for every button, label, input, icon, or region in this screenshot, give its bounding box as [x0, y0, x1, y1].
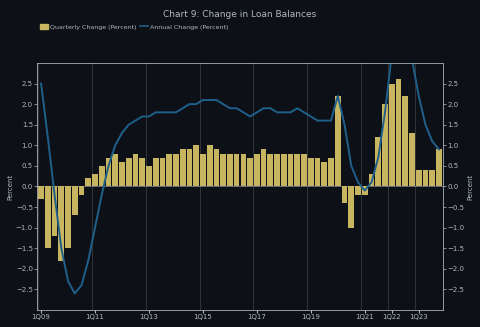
Bar	[267, 153, 273, 186]
Bar	[355, 186, 361, 195]
Bar	[207, 145, 213, 186]
Bar	[52, 186, 58, 236]
Bar	[416, 170, 421, 186]
Bar	[315, 158, 321, 186]
Bar	[274, 153, 280, 186]
Bar	[159, 158, 165, 186]
Bar	[422, 170, 428, 186]
Y-axis label: Percent: Percent	[7, 173, 13, 199]
Bar	[294, 153, 300, 186]
Bar	[234, 153, 240, 186]
Bar	[139, 158, 145, 186]
Bar	[153, 158, 158, 186]
Bar	[396, 79, 401, 186]
Bar	[254, 153, 260, 186]
Bar	[281, 153, 287, 186]
Bar	[220, 153, 226, 186]
Bar	[59, 186, 64, 261]
Text: Chart 9: Change in Loan Balances: Chart 9: Change in Loan Balances	[163, 10, 317, 19]
Bar	[126, 158, 132, 186]
Bar	[375, 137, 381, 186]
Bar	[112, 153, 118, 186]
Bar	[85, 178, 91, 186]
Bar	[200, 153, 206, 186]
Bar	[308, 158, 313, 186]
Bar	[92, 174, 98, 186]
Bar	[328, 158, 334, 186]
Bar	[409, 133, 415, 186]
Y-axis label: Percent: Percent	[467, 173, 473, 199]
Bar	[247, 158, 253, 186]
Bar	[193, 145, 199, 186]
Bar	[38, 186, 44, 199]
Legend: Quarterly Change (Percent), Annual Change (Percent): Quarterly Change (Percent), Annual Chang…	[40, 24, 229, 30]
Bar	[45, 186, 51, 248]
Bar	[429, 170, 435, 186]
Bar	[99, 166, 105, 186]
Bar	[167, 153, 172, 186]
Bar	[389, 84, 395, 186]
Bar	[227, 153, 233, 186]
Bar	[301, 153, 307, 186]
Bar	[335, 96, 341, 186]
Bar	[106, 158, 111, 186]
Bar	[187, 149, 192, 186]
Bar	[261, 149, 266, 186]
Bar	[436, 149, 442, 186]
Bar	[348, 186, 354, 228]
Bar	[173, 153, 179, 186]
Bar	[65, 186, 71, 248]
Bar	[382, 104, 388, 186]
Bar	[240, 153, 246, 186]
Bar	[79, 186, 84, 195]
Bar	[342, 186, 348, 203]
Bar	[132, 153, 138, 186]
Bar	[146, 166, 152, 186]
Bar	[402, 96, 408, 186]
Bar	[369, 174, 374, 186]
Bar	[322, 162, 327, 186]
Bar	[214, 149, 219, 186]
Bar	[119, 162, 125, 186]
Bar	[72, 186, 78, 215]
Bar	[288, 153, 293, 186]
Bar	[362, 186, 368, 195]
Bar	[180, 149, 186, 186]
